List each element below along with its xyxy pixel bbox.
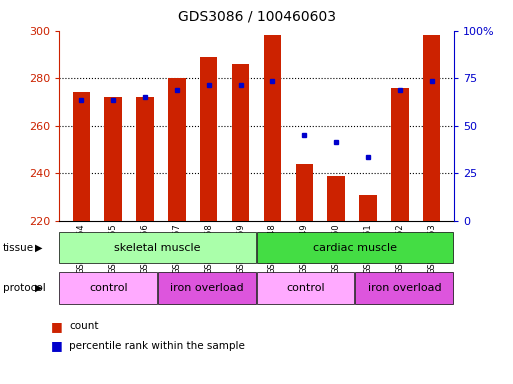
Bar xyxy=(168,78,186,221)
Text: count: count xyxy=(69,321,99,331)
Text: control: control xyxy=(89,283,128,293)
Bar xyxy=(232,64,249,221)
Bar xyxy=(104,97,122,221)
Text: skeletal muscle: skeletal muscle xyxy=(114,243,201,253)
Text: GDS3086 / 100460603: GDS3086 / 100460603 xyxy=(177,10,336,23)
Bar xyxy=(158,273,255,303)
Text: protocol: protocol xyxy=(3,283,45,293)
Bar xyxy=(59,232,255,263)
Bar xyxy=(59,273,157,303)
Bar xyxy=(72,93,90,221)
Text: ■: ■ xyxy=(51,320,63,333)
Bar xyxy=(423,35,441,221)
Text: ▶: ▶ xyxy=(35,283,43,293)
Bar xyxy=(256,273,354,303)
Text: percentile rank within the sample: percentile rank within the sample xyxy=(69,341,245,351)
Bar xyxy=(355,273,453,303)
Bar xyxy=(391,88,409,221)
Bar xyxy=(327,175,345,221)
Text: cardiac muscle: cardiac muscle xyxy=(313,243,397,253)
Text: ■: ■ xyxy=(51,339,63,352)
Bar xyxy=(359,195,377,221)
Text: control: control xyxy=(287,283,325,293)
Text: iron overload: iron overload xyxy=(368,283,442,293)
Bar xyxy=(256,232,453,263)
Bar xyxy=(264,35,281,221)
Text: iron overload: iron overload xyxy=(170,283,244,293)
Bar xyxy=(295,164,313,221)
Text: tissue: tissue xyxy=(3,243,34,253)
Text: ▶: ▶ xyxy=(35,243,43,253)
Bar xyxy=(200,57,218,221)
Bar xyxy=(136,97,154,221)
